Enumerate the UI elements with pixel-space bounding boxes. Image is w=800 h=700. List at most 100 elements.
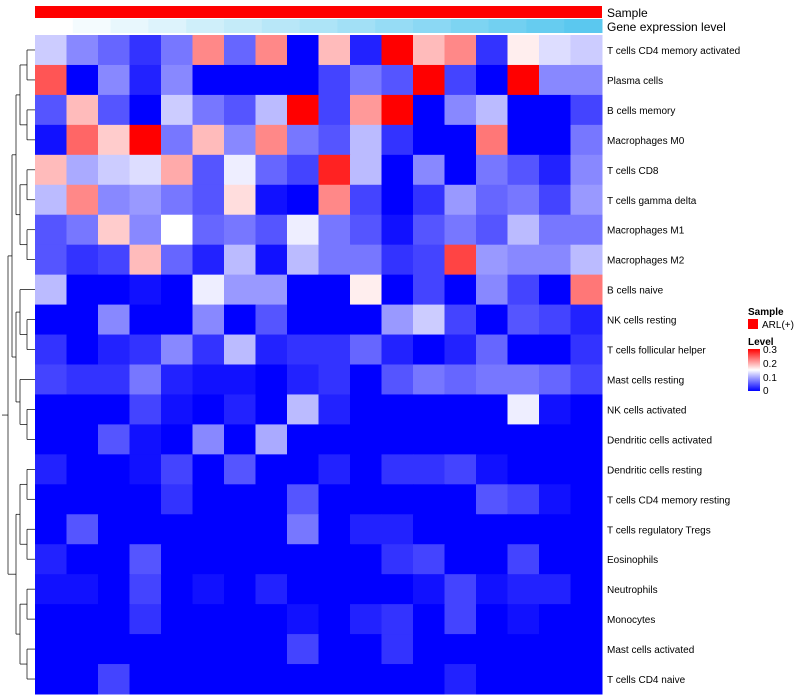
heatmap-cell (255, 94, 288, 126)
heatmap-cell (35, 154, 67, 186)
heatmap-cell (161, 634, 193, 665)
heatmap-cell (570, 424, 603, 455)
heatmap-cell (350, 274, 382, 306)
expression-annotation-cell (299, 19, 338, 33)
heatmap-cell (192, 634, 225, 665)
heatmap-cell (287, 634, 319, 665)
heatmap-cell (413, 154, 445, 186)
heatmap-cell (129, 484, 162, 515)
heatmap-cell (66, 154, 99, 186)
heatmap-cell (255, 574, 288, 605)
heatmap-cell (224, 634, 256, 665)
heatmap-cell (255, 424, 288, 455)
heatmap-cell (381, 574, 414, 605)
heatmap-cell (476, 214, 508, 246)
heatmap-cell (413, 184, 445, 216)
heatmap-cell (381, 364, 414, 395)
heatmap-cell (129, 544, 162, 575)
heatmap-cell (570, 94, 603, 126)
row-dendrogram (2, 49, 35, 680)
heatmap-cell (98, 334, 130, 365)
heatmap-cell (192, 424, 225, 455)
heatmap-cell (66, 574, 99, 605)
row-label: Monocytes (607, 615, 655, 626)
heatmap-cell (350, 124, 382, 156)
sample-annotation-cell (35, 6, 602, 18)
heatmap-cell (444, 604, 477, 635)
heatmap-cell (192, 124, 225, 156)
heatmap-cell (129, 244, 162, 276)
heatmap-cell (66, 424, 99, 455)
heatmap-cell (318, 124, 351, 156)
heatmap-cell (161, 664, 193, 695)
heatmap-cell (98, 94, 130, 126)
heatmap-cell (129, 334, 162, 365)
heatmap-cell (413, 94, 445, 126)
legend-level-title: Level (748, 337, 774, 348)
heatmap-cell (413, 334, 445, 365)
heatmap-cell (129, 514, 162, 545)
heatmap-cell (35, 124, 67, 156)
heatmap-cell (98, 274, 130, 306)
legend-level-tick: 0 (763, 386, 769, 397)
heatmap-cell (192, 514, 225, 545)
heatmap-cell (255, 514, 288, 545)
heatmap-cell (192, 484, 225, 515)
heatmap-cell (507, 634, 540, 665)
heatmap-cell (129, 574, 162, 605)
sample-track-label: Sample (607, 6, 648, 20)
heatmap-cell (98, 544, 130, 575)
heatmap-cell (287, 304, 319, 336)
heatmap-cell (98, 214, 130, 246)
heatmap-cell (476, 454, 508, 485)
heatmap-cell (570, 364, 603, 395)
heatmap-cell (66, 124, 99, 156)
heatmap-cell (413, 664, 445, 695)
heatmap-cell (381, 214, 414, 246)
heatmap-cell (539, 634, 571, 665)
heatmap-cell (507, 394, 540, 425)
heatmap-cell (539, 484, 571, 515)
heatmap-cell (98, 124, 130, 156)
heatmap-cell (444, 544, 477, 575)
heatmap-cell (98, 574, 130, 605)
heatmap-cell (129, 634, 162, 665)
heatmap-cell (287, 664, 319, 695)
heatmap-cell (255, 454, 288, 485)
heatmap-cell (381, 514, 414, 545)
heatmap-cell (255, 664, 288, 695)
heatmap-cell (35, 484, 67, 515)
row-label: B cells naive (607, 286, 664, 297)
heatmap-cell (350, 634, 382, 665)
heatmap-cell (287, 274, 319, 306)
heatmap-cell (161, 424, 193, 455)
heatmap-cell (224, 514, 256, 545)
heatmap-cell (476, 394, 508, 425)
heatmap-cell (129, 124, 162, 156)
heatmap-cell (539, 35, 571, 66)
heatmap-cell (444, 514, 477, 545)
heatmap-cell (570, 454, 603, 485)
heatmap-cell (98, 424, 130, 455)
heatmap-cell (224, 214, 256, 246)
heatmap-cell (381, 544, 414, 575)
heatmap-cell (318, 454, 351, 485)
heatmap-cell (539, 454, 571, 485)
heatmap-cell (507, 304, 540, 336)
heatmap-cell (539, 64, 571, 96)
heatmap-cell (98, 364, 130, 395)
heatmap-cell (570, 64, 603, 96)
heatmap-cell (255, 35, 288, 66)
heatmap-cell (444, 334, 477, 365)
heatmap-cell (539, 544, 571, 575)
heatmap-cell (318, 574, 351, 605)
heatmap-cell (224, 574, 256, 605)
heatmap-cell (161, 184, 193, 216)
heatmap-cell (192, 35, 225, 66)
heatmap-cell (161, 35, 193, 66)
expression-annotation-cell (413, 19, 452, 33)
heatmap-cell (381, 664, 414, 695)
heatmap-cell (161, 94, 193, 126)
row-label: T cells CD8 (607, 166, 659, 177)
heatmap-cell (570, 35, 603, 66)
